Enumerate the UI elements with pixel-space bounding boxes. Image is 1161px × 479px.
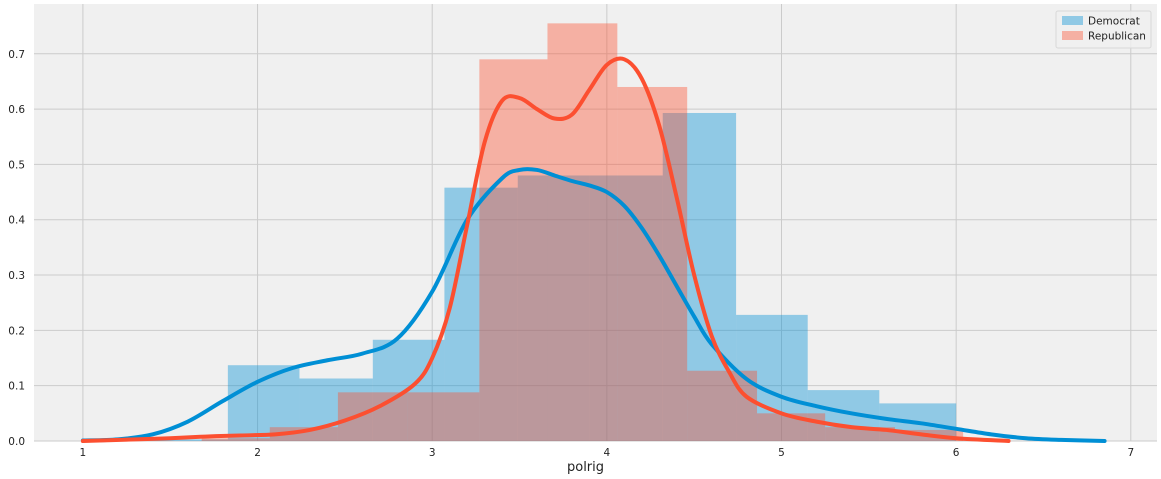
- y-tick-label-5: 0.5: [8, 159, 25, 171]
- x-tick-label-5: 6: [953, 447, 960, 459]
- republican-bar-6: [617, 86, 688, 442]
- x-tick-label-1: 2: [254, 447, 261, 459]
- democrat-bar-8: [662, 112, 737, 441]
- democrat-bar-6: [517, 175, 590, 441]
- legend-label-democrat: Democrat: [1088, 16, 1140, 28]
- x-tick-label-3: 4: [604, 447, 611, 459]
- kde-lines: [80, 56, 1107, 443]
- y-tick-label-2: 0.2: [8, 325, 25, 337]
- y-tick-label-1: 0.1: [8, 381, 25, 393]
- democrat-bar-5: [479, 187, 518, 441]
- legend-swatch-republican: [1062, 31, 1083, 40]
- y-tick-label-6: 0.6: [8, 104, 25, 116]
- legend-label-republican: Republican: [1088, 31, 1146, 43]
- x-tick-label-6: 7: [1127, 447, 1134, 459]
- democrat-bar-7: [589, 175, 663, 441]
- republican-bar-0: [201, 438, 270, 441]
- legend-swatch-democrat: [1062, 16, 1083, 25]
- x-tick-label-0: 1: [80, 447, 87, 459]
- y-tick-label-4: 0.4: [8, 215, 25, 227]
- y-tick-label-0: 0.0: [8, 436, 25, 448]
- grid-lines: [34, 4, 1157, 442]
- republican-bar-5: [547, 23, 618, 442]
- republican-bar-1: [269, 427, 338, 441]
- x-tick-labels: 1 2 3 4 5 6 7: [80, 447, 1135, 459]
- x-tick-label-4: 5: [778, 447, 785, 459]
- republican-kde-line: [80, 56, 1011, 443]
- x-tick-label-2: 3: [429, 447, 436, 459]
- x-axis-label: polrig: [567, 460, 604, 475]
- y-tick-labels: 0.0 0.1 0.2 0.3 0.4 0.5 0.6 0.7: [8, 49, 25, 448]
- democrat-kde-line: [80, 167, 1107, 443]
- republican-bar-7: [687, 370, 758, 441]
- legend-box: [1055, 10, 1152, 49]
- republican-bar-2: [337, 392, 408, 441]
- democrat-histogram: [82, 112, 957, 441]
- y-tick-label-3: 0.3: [8, 270, 25, 282]
- republican-histogram: [201, 23, 964, 442]
- y-tick-label-7: 0.7: [8, 49, 25, 61]
- legend: Democrat Republican: [1055, 10, 1152, 49]
- republican-bar-4: [479, 59, 548, 441]
- republican-bar-3: [407, 392, 480, 441]
